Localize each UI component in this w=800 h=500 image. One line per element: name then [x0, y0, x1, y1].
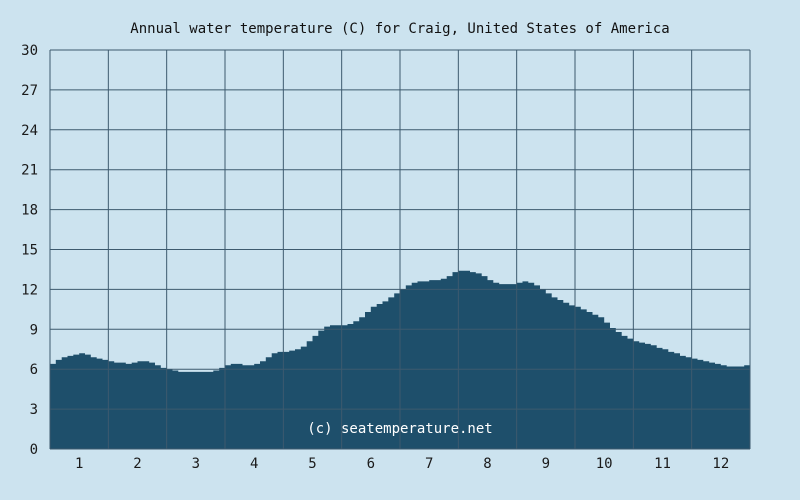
x-tick-label: 12: [712, 456, 729, 472]
y-tick-label: 6: [30, 362, 38, 378]
y-tick-label: 27: [21, 83, 38, 99]
x-tick-label: 6: [367, 456, 375, 472]
x-tick-label: 11: [654, 456, 671, 472]
x-tick-label: 7: [425, 456, 433, 472]
x-axis: 1 2 3 4 5 6 7 8 9 10 11 12: [75, 456, 729, 472]
x-tick-label: 3: [192, 456, 200, 472]
watermark-text: (c) seatemperature.net: [307, 421, 492, 437]
x-tick-label: 9: [542, 456, 550, 472]
y-tick-label: 9: [30, 322, 38, 338]
x-tick-label: 1: [75, 456, 83, 472]
x-tick-label: 5: [308, 456, 316, 472]
grid-layer: [49, 49, 751, 450]
chart-title: Annual water temperature (C) for Craig, …: [130, 21, 669, 37]
x-tick-label: 10: [596, 456, 613, 472]
y-tick-label: 24: [21, 123, 38, 139]
y-tick-label: 18: [21, 203, 38, 219]
y-tick-label: 21: [21, 163, 38, 179]
x-tick-label: 8: [483, 456, 491, 472]
x-tick-label: 2: [133, 456, 141, 472]
y-tick-label: 30: [21, 43, 38, 59]
y-axis: 0 3 6 9 12 15 18 21 24 27 30: [21, 43, 38, 458]
x-tick-label: 4: [250, 456, 258, 472]
y-tick-label: 0: [30, 442, 38, 458]
y-tick-label: 15: [21, 243, 38, 259]
y-tick-label: 3: [30, 402, 38, 418]
y-tick-label: 12: [21, 282, 38, 298]
